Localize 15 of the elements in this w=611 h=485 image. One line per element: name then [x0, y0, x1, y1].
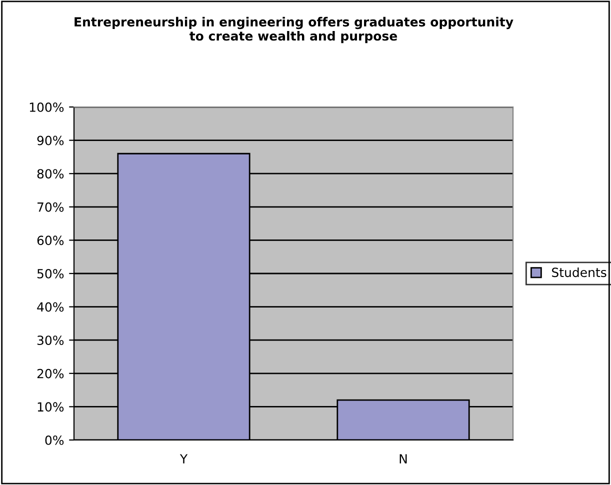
y-tick-label: 50%	[37, 268, 64, 278]
legend-label: Students	[552, 267, 606, 278]
y-tick-label: 60%	[37, 236, 64, 246]
x-tick-label: N	[400, 454, 407, 464]
x-tick-label: Y	[180, 454, 188, 464]
y-tick-label: 0%	[45, 435, 64, 445]
chart-title: Entrepreneurship in engineering offers graduates opportunity to create wealth and purpose	[74, 16, 514, 44]
y-tick-label: 40%	[37, 302, 64, 312]
y-tick-label: 30%	[37, 336, 64, 346]
y-tick-label: 100%	[30, 102, 64, 112]
y-tick-label: 70%	[38, 202, 64, 212]
y-tick-label: 80%	[37, 169, 64, 179]
y-tick-label: 90%	[37, 136, 64, 146]
y-tick-label: 10%	[38, 402, 64, 412]
y-tick-label: 20%	[37, 368, 64, 378]
